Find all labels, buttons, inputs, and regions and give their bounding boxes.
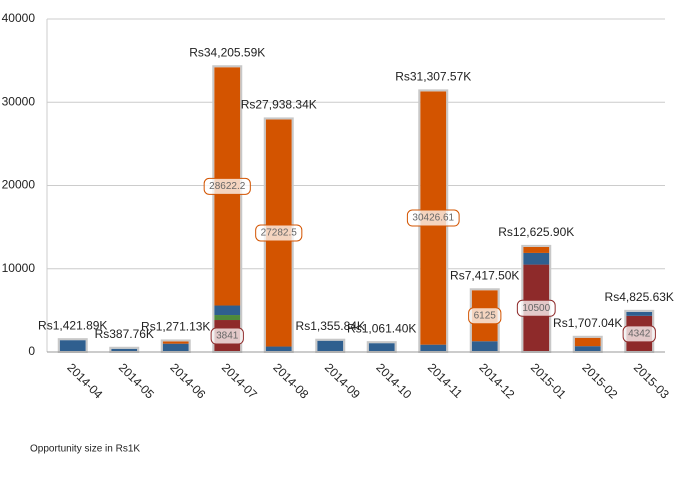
y-tick-label: 30000	[2, 94, 36, 108]
total-label: Rs1,061.40K	[347, 321, 416, 335]
x-tick-label: 2014-08	[270, 360, 311, 401]
x-tick-label: 2014-09	[322, 360, 363, 401]
bar-stack	[368, 343, 395, 352]
bar-stack	[59, 340, 86, 352]
bar-stack	[317, 340, 344, 352]
total-label: Rs387.76K	[95, 327, 154, 341]
y-tick-label: 20000	[2, 178, 36, 192]
total-label: Rs1,707.04K	[553, 316, 622, 330]
total-label: Rs1,421.89K	[38, 318, 107, 332]
x-tick-label: 2014-12	[476, 360, 517, 401]
bar-segment	[162, 341, 189, 344]
bar-segment	[162, 343, 189, 352]
x-tick-label: 2014-11	[425, 360, 466, 401]
bar-segment	[626, 311, 653, 316]
value-label-box	[203, 177, 251, 195]
bar-segment	[420, 344, 447, 352]
x-tick-label: 2014-10	[373, 360, 414, 401]
bar-stack	[214, 67, 241, 352]
x-tick-label: 2014-04	[64, 360, 105, 401]
total-label: Rs12,625.90K	[498, 225, 574, 239]
total-label: Rs1,355.84K	[296, 319, 365, 333]
value-label: 27282.5	[261, 228, 298, 239]
value-label: 3841	[216, 331, 239, 342]
value-label-box	[406, 209, 460, 227]
total-label: Rs1,271.13K	[141, 320, 210, 334]
value-label-box	[468, 307, 502, 325]
bar-segment	[214, 305, 241, 316]
y-tick-label: 10000	[2, 261, 36, 275]
bar-stack	[111, 348, 138, 352]
total-label: Rs27,938.34K	[241, 98, 317, 112]
value-label-box	[622, 325, 656, 343]
value-label: 28622.2	[209, 181, 246, 192]
bar-segment	[214, 315, 241, 321]
y-tick-label: 40000	[2, 11, 36, 25]
y-tick-label: 0	[28, 344, 35, 358]
bar-segment	[523, 252, 550, 265]
chart-note: Opportunity size in Rs1K	[30, 444, 140, 455]
x-tick-label: 2015-03	[631, 360, 672, 401]
total-label: Rs34,205.59K	[189, 45, 265, 59]
bar-segment	[111, 348, 138, 352]
x-tick-label: 2014-05	[116, 360, 157, 401]
bar-segment	[574, 337, 601, 347]
value-label-box	[516, 299, 556, 317]
bar-segment	[523, 246, 550, 253]
bar-segment	[317, 340, 344, 352]
bar-segment	[574, 346, 601, 352]
bar-segment	[265, 346, 292, 352]
total-label: Rs7,417.50K	[450, 268, 519, 282]
bar-segment	[471, 341, 498, 352]
value-label: 10500	[522, 303, 550, 314]
x-tick-label: 2014-06	[167, 360, 208, 401]
x-tick-label: 2015-02	[579, 360, 620, 401]
x-tick-label: 2015-01	[528, 360, 569, 401]
bar-segment	[368, 343, 395, 352]
value-label: 30426.61	[412, 213, 454, 224]
value-label: 6125	[474, 310, 497, 321]
bar-segment	[59, 340, 86, 352]
value-label: 4342	[628, 329, 651, 340]
bar-stack	[162, 341, 189, 352]
total-label: Rs31,307.57K	[395, 70, 471, 84]
bar-stack	[574, 337, 601, 352]
bar-stack	[523, 246, 550, 352]
value-label-box	[255, 224, 303, 242]
value-label-box	[210, 327, 244, 345]
total-label: Rs4,825.63K	[605, 290, 674, 304]
x-tick-label: 2014-07	[219, 360, 260, 401]
